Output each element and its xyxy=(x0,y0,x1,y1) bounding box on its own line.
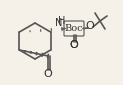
Text: O: O xyxy=(70,40,78,50)
Text: O: O xyxy=(70,40,78,50)
FancyBboxPatch shape xyxy=(64,21,84,36)
Text: O: O xyxy=(44,69,52,79)
Text: Boc: Boc xyxy=(65,24,83,33)
Text: H: H xyxy=(58,16,66,26)
Text: O: O xyxy=(86,21,94,31)
Text: N: N xyxy=(55,18,63,28)
